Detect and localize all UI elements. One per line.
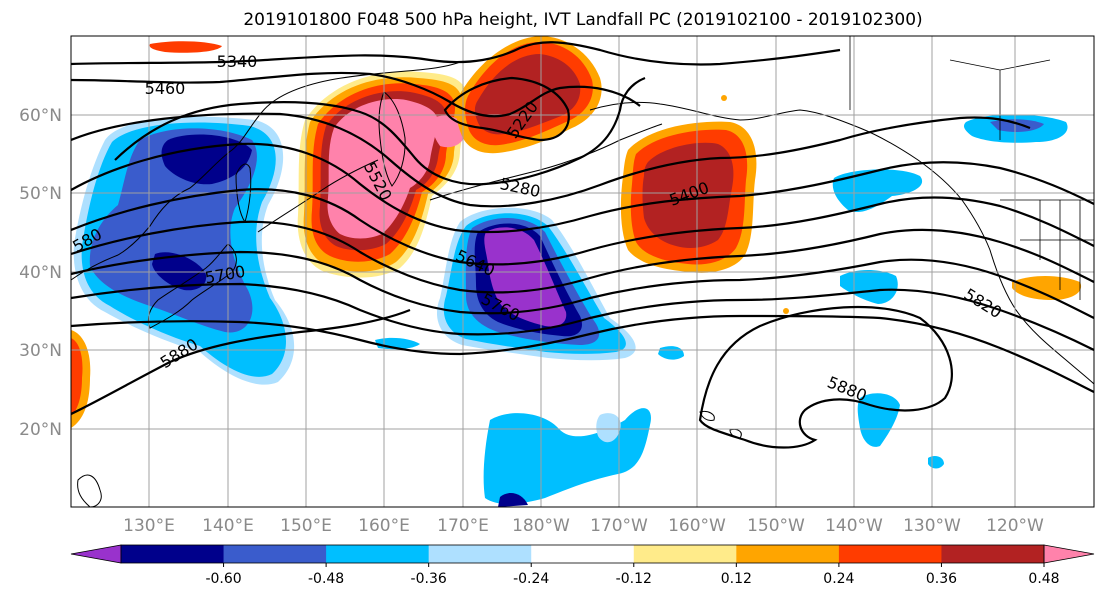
colorbar-ticks: -0.60 -0.48 -0.36 -0.24 -0.12 0.12 0.24 0.36 0.4… bbox=[205, 563, 1060, 587]
contour-line-5580 bbox=[71, 188, 1094, 266]
lon-label-170e: 170°E bbox=[437, 516, 489, 536]
contour-label: 5460 bbox=[145, 79, 186, 98]
pos-region-kamchatka-pink2 bbox=[431, 115, 466, 148]
colorbar-tick-label: -0.60 bbox=[205, 571, 241, 587]
colorbar-outline bbox=[120, 544, 1045, 564]
neg-region-hawaii bbox=[857, 393, 900, 447]
colorbar-segment bbox=[531, 545, 635, 563]
kamchatka-coast bbox=[378, 91, 406, 187]
contour-line-5760 bbox=[71, 282, 1094, 351]
sakhalin-coast bbox=[235, 163, 252, 224]
colorbar-tick-label: -0.48 bbox=[308, 571, 344, 587]
neg-region-japan-navy2 bbox=[152, 252, 207, 291]
pos-region-dot2 bbox=[721, 95, 727, 101]
colorbar-segment bbox=[633, 545, 737, 563]
lon-labels: 130°E 140°E 150°E 160°E 170°E 180°W 170°… bbox=[123, 516, 1044, 536]
lon-label-160w: 160°W bbox=[668, 516, 726, 536]
colorbar-tick-label: 0.12 bbox=[721, 571, 752, 587]
neg-region-japan-navy bbox=[161, 134, 252, 185]
lon-label-120w: 120°W bbox=[986, 516, 1044, 536]
lon-label-150w: 150°W bbox=[747, 516, 805, 536]
pos-region-dot bbox=[783, 308, 789, 314]
canada-province-lines bbox=[949, 59, 1051, 140]
lat-label-50n: 50°N bbox=[19, 184, 62, 204]
contour-line-5340 bbox=[71, 41, 841, 66]
lat-labels: 60°N 50°N 40°N 30°N 20°N bbox=[19, 106, 62, 440]
contour-label: 5340 bbox=[217, 52, 258, 71]
neg-region-gulf-alaska bbox=[832, 169, 923, 213]
pos-region-gulf-darkred bbox=[642, 142, 734, 248]
colorbar-tick-label: 0.48 bbox=[1028, 571, 1059, 587]
pos-region-north-strip bbox=[149, 41, 222, 53]
lat-label-40n: 40°N bbox=[19, 263, 62, 283]
aleutians-coast bbox=[429, 123, 663, 201]
gridlines bbox=[71, 36, 1094, 507]
colorbar-segment bbox=[941, 545, 1045, 563]
neg-region-tropics-light bbox=[596, 413, 621, 443]
colorbar-tick-label: -0.24 bbox=[513, 571, 549, 587]
alaska-coast bbox=[589, 101, 1094, 385]
height-contours bbox=[71, 41, 1094, 449]
colorbar-segment bbox=[121, 545, 225, 563]
lon-label-130e: 130°E bbox=[123, 516, 175, 536]
ivt-shading-negative bbox=[73, 114, 1068, 507]
contour-line-5820 bbox=[71, 314, 1094, 393]
contour-line-5700 bbox=[71, 250, 1094, 319]
colorbar-tick-label: 0.36 bbox=[926, 571, 957, 587]
map-frame bbox=[70, 35, 1095, 508]
contour-line-5220 bbox=[443, 76, 570, 142]
colorbar-segment bbox=[838, 545, 942, 563]
kurils-coast bbox=[257, 159, 379, 233]
contour-line-5880-west bbox=[71, 308, 411, 415]
lon-label-130w: 130°W bbox=[903, 516, 961, 536]
neg-region-tropics-navy bbox=[498, 493, 528, 507]
lon-label-140w: 140°W bbox=[825, 516, 883, 536]
asia-coast bbox=[71, 61, 461, 281]
colorbar-tick-label: -0.36 bbox=[411, 571, 447, 587]
colorbar-segment bbox=[326, 545, 430, 563]
contour-line-5460 bbox=[71, 71, 641, 118]
contour-line-5400 bbox=[71, 112, 1031, 208]
colorbar-segments bbox=[70, 544, 1095, 564]
colorbar-segment bbox=[223, 545, 327, 563]
lat-label-20n: 20°N bbox=[19, 420, 62, 440]
lat-label-30n: 30°N bbox=[19, 341, 62, 361]
us-state-lines bbox=[1020, 200, 1094, 300]
colorbar-extend-low bbox=[70, 544, 122, 564]
contour-line-5880-east bbox=[698, 305, 953, 449]
neg-region-offshore2 bbox=[658, 346, 684, 360]
lon-label-140e: 140°E bbox=[202, 516, 254, 536]
map-panel: 5340 5460 5220 5280 5520 5400 580 5640 5… bbox=[19, 35, 1095, 536]
lon-label-150e: 150°E bbox=[280, 516, 332, 536]
pos-region-bering-darkred bbox=[474, 54, 581, 135]
borders bbox=[849, 36, 1094, 300]
colorbar-tick-label: -0.12 bbox=[616, 571, 652, 587]
lat-label-60n: 60°N bbox=[19, 106, 62, 126]
contour-line-5640 bbox=[71, 220, 1094, 294]
contour-line-5280 bbox=[114, 76, 646, 186]
figure-title: 2019101800 F048 500 hPa height, IVT Land… bbox=[243, 10, 922, 30]
neg-region-canada-blue bbox=[990, 119, 1044, 132]
pos-region-socal bbox=[1012, 276, 1082, 300]
colorbar-tick-label: 0.24 bbox=[823, 571, 854, 587]
colorbar-segment bbox=[736, 545, 840, 563]
colorbar-extend-high bbox=[1043, 544, 1095, 564]
lon-label-170w: 170°W bbox=[590, 516, 648, 536]
neg-region-dateline-purple bbox=[484, 227, 567, 327]
philippines-coast bbox=[77, 474, 102, 507]
lon-label-180w: 180°W bbox=[512, 516, 570, 536]
lon-label-160e: 160°E bbox=[358, 516, 410, 536]
contour-line-5520 bbox=[71, 142, 1094, 234]
pos-region-kamchatka-pink bbox=[327, 99, 438, 239]
pos-region-asia-edge-red bbox=[71, 338, 83, 416]
colorbar: -0.60 -0.48 -0.36 -0.24 -0.12 0.12 0.24 0.36 0.4… bbox=[70, 544, 1095, 587]
colorbar-segment bbox=[428, 545, 532, 563]
